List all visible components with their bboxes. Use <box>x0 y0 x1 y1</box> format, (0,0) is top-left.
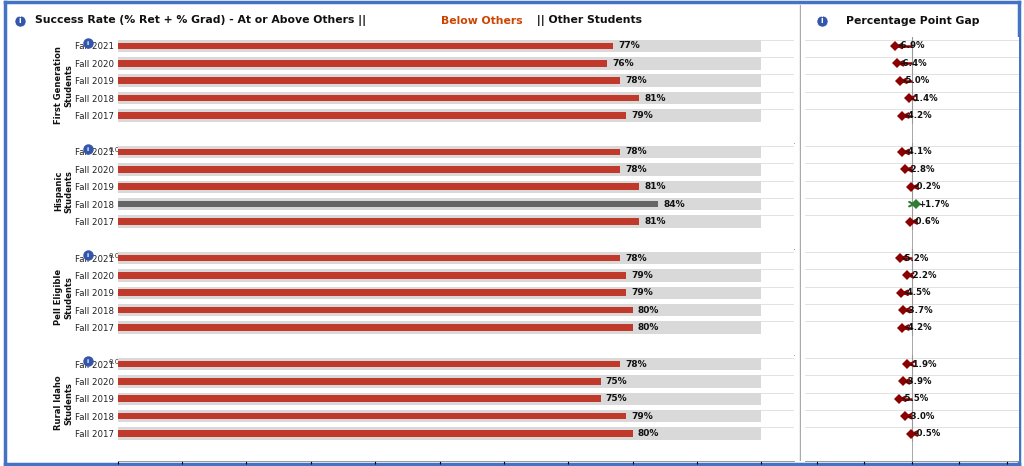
Text: -0.6%: -0.6% <box>912 217 940 226</box>
Text: Pell Eligible
Students: Pell Eligible Students <box>54 269 74 325</box>
Bar <box>118 252 762 264</box>
Text: 78%: 78% <box>625 359 646 369</box>
Text: -0.5%: -0.5% <box>913 429 940 438</box>
Bar <box>118 77 620 84</box>
Text: -1.9%: -1.9% <box>909 359 937 369</box>
Text: 77%: 77% <box>618 41 640 50</box>
Bar <box>118 272 627 279</box>
Text: 80%: 80% <box>638 323 659 332</box>
Bar <box>118 321 762 334</box>
Bar <box>118 109 762 122</box>
Text: 80%: 80% <box>638 306 659 315</box>
Bar <box>118 215 762 228</box>
Text: i: i <box>87 359 89 364</box>
Bar <box>118 410 762 423</box>
Text: -2.8%: -2.8% <box>907 165 935 174</box>
Text: 75%: 75% <box>605 394 628 403</box>
Text: -3.0%: -3.0% <box>907 411 935 421</box>
Bar <box>118 198 762 211</box>
Bar <box>118 75 762 87</box>
Bar <box>118 289 627 296</box>
Bar <box>118 43 613 49</box>
Text: +1.7%: +1.7% <box>919 199 949 209</box>
Text: 84%: 84% <box>664 199 685 209</box>
Text: 79%: 79% <box>632 288 653 297</box>
Bar <box>118 92 762 104</box>
Text: 80%: 80% <box>638 429 659 438</box>
Text: i: i <box>87 147 89 152</box>
Text: i: i <box>87 41 89 46</box>
Text: -4.2%: -4.2% <box>904 111 932 120</box>
Bar <box>118 358 762 370</box>
Text: 79%: 79% <box>632 271 653 280</box>
Text: 78%: 78% <box>625 254 646 262</box>
Text: i: i <box>87 253 89 258</box>
Text: Success Rate (% Ret + % Grad) - At or Above Others ||: Success Rate (% Ret + % Grad) - At or Ab… <box>35 15 371 27</box>
Text: -3.7%: -3.7% <box>905 306 933 315</box>
Text: -4.2%: -4.2% <box>904 323 932 332</box>
Bar <box>118 361 620 367</box>
Text: || Other Students: || Other Students <box>532 15 642 27</box>
Bar <box>118 163 762 176</box>
Text: 81%: 81% <box>644 182 666 191</box>
Text: 75%: 75% <box>605 377 628 386</box>
Text: Percentage Point Gap: Percentage Point Gap <box>846 16 979 26</box>
Bar <box>118 430 633 437</box>
Bar <box>118 149 620 155</box>
Bar <box>118 375 762 388</box>
Text: Hispanic
Students: Hispanic Students <box>54 170 74 212</box>
Bar <box>118 287 762 299</box>
Bar <box>118 304 762 316</box>
Text: -6.9%: -6.9% <box>898 41 926 50</box>
Text: -4.1%: -4.1% <box>904 147 932 157</box>
Bar <box>118 57 762 69</box>
Text: -5.5%: -5.5% <box>901 394 929 403</box>
Bar <box>118 201 658 207</box>
Text: -2.2%: -2.2% <box>909 271 937 280</box>
Bar <box>118 427 762 440</box>
Bar <box>118 112 627 119</box>
Text: 81%: 81% <box>644 94 666 103</box>
Text: -5.0%: -5.0% <box>902 76 930 85</box>
Bar <box>118 60 607 67</box>
Text: 78%: 78% <box>625 165 646 174</box>
Text: Below Others: Below Others <box>441 16 522 26</box>
Bar <box>118 95 639 102</box>
Bar <box>118 146 762 158</box>
Bar <box>118 184 639 190</box>
Text: -5.2%: -5.2% <box>902 254 929 262</box>
Bar <box>118 392 762 405</box>
Text: -3.9%: -3.9% <box>905 377 933 386</box>
Text: -6.4%: -6.4% <box>899 59 927 68</box>
Text: 78%: 78% <box>625 76 646 85</box>
Text: First Generation
Students: First Generation Students <box>54 46 74 124</box>
Text: -4.5%: -4.5% <box>903 288 931 297</box>
Bar <box>118 218 639 225</box>
Text: -1.4%: -1.4% <box>911 94 939 103</box>
Text: Rural Idaho
Students: Rural Idaho Students <box>54 376 74 431</box>
Bar <box>118 180 762 193</box>
Text: i: i <box>18 16 20 26</box>
Bar <box>118 307 633 314</box>
Bar <box>118 255 620 261</box>
Bar <box>118 396 600 402</box>
Text: 79%: 79% <box>632 411 653 421</box>
Text: 79%: 79% <box>632 111 653 120</box>
Bar <box>118 413 627 419</box>
Bar <box>118 40 762 52</box>
Bar <box>118 378 600 385</box>
Text: 81%: 81% <box>644 217 666 226</box>
Text: -0.2%: -0.2% <box>913 182 941 191</box>
Bar <box>118 269 762 281</box>
Text: 76%: 76% <box>612 59 634 68</box>
Text: i: i <box>820 16 823 26</box>
Text: 78%: 78% <box>625 147 646 157</box>
Bar <box>118 324 633 331</box>
Bar <box>118 166 620 173</box>
